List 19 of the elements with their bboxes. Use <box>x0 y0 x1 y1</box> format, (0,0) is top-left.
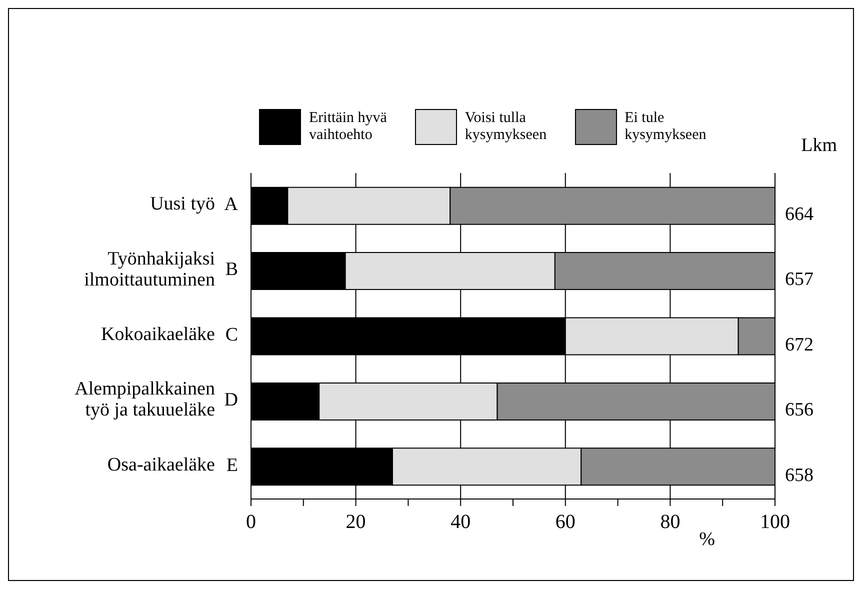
y-tick-label: Osa-aikaeläke E <box>107 454 238 476</box>
x-tick-label: 60 <box>555 511 576 533</box>
x-tick-label: 40 <box>450 511 471 533</box>
x-tick-label: 0 <box>246 511 256 533</box>
text: Lkm <box>801 135 837 157</box>
y-tick-label: Kokoaikaeläke C <box>101 324 238 346</box>
x-tick-label: 100 <box>760 511 790 533</box>
text: 672 <box>785 334 814 356</box>
text: 664 <box>785 204 814 225</box>
text: 658 <box>785 464 814 486</box>
y-tick-label: Uusi työ A <box>150 194 238 215</box>
legend-label: Ei tule kysymykseen <box>624 110 706 144</box>
legend-label: Erittäin hyvä vaihtoehto <box>309 110 387 144</box>
x-axis-title: % <box>699 529 716 550</box>
x-tick-label: 80 <box>660 511 680 533</box>
x-tick-label: 20 <box>346 511 366 533</box>
text: 656 <box>785 400 814 421</box>
legend-label: Voisi tulla kysymykseen <box>464 110 547 144</box>
text: 657 <box>785 269 814 290</box>
